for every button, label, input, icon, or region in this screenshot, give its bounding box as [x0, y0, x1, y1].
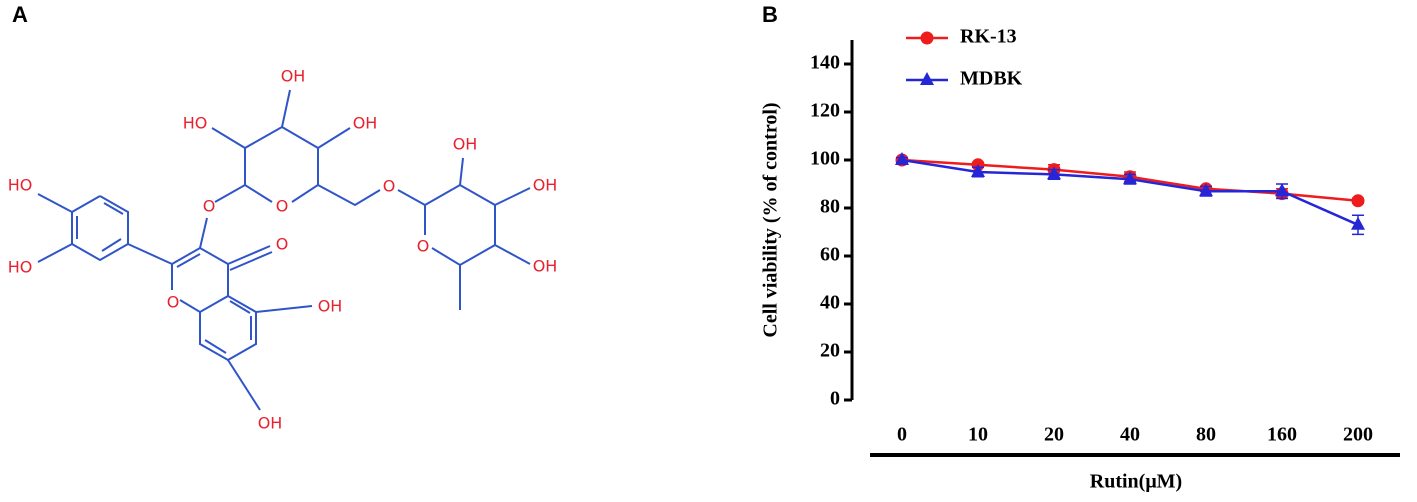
- structure-atoms: HO HO O O O OH OH HO OH OH O O OH OH OH …: [8, 67, 558, 433]
- atom-label: O: [203, 197, 216, 216]
- legend-marker: [920, 31, 934, 45]
- x-tick-label: 80: [1196, 424, 1216, 446]
- y-axis-label: Cell viability (% of control): [760, 102, 782, 337]
- x-tick-label: 160: [1267, 424, 1297, 446]
- y-tick-label: 40: [820, 292, 840, 314]
- x-axis-label: Rutin(μM): [1090, 471, 1182, 493]
- marker: [1351, 194, 1365, 208]
- y-tick-label: 140: [810, 52, 840, 74]
- legend-marker: [920, 72, 934, 85]
- atom-label: OH: [258, 414, 283, 433]
- x-tick-label: 200: [1343, 424, 1373, 446]
- atom-label: OH: [533, 257, 558, 276]
- marker: [971, 164, 985, 177]
- marker: [895, 152, 909, 165]
- atom-label: HO: [8, 176, 33, 195]
- atom-label: OH: [281, 67, 306, 86]
- atom-label: OH: [353, 114, 378, 133]
- marker: [1123, 171, 1137, 185]
- legend-label: RK-13: [960, 26, 1017, 48]
- y-tick-label: 0: [830, 388, 840, 410]
- marker: [1199, 183, 1213, 197]
- marker: [1275, 183, 1289, 197]
- atom-label: HO: [183, 114, 208, 133]
- y-tick-label: 80: [820, 196, 840, 218]
- atom-label: O: [167, 293, 180, 312]
- marker: [1351, 216, 1365, 230]
- atom-label: O: [276, 235, 289, 254]
- marker: [1047, 166, 1061, 180]
- x-tick-label: 40: [1120, 424, 1140, 446]
- series-line: [901, 158, 1359, 226]
- y-tick-label: 100: [810, 148, 840, 170]
- panel-label: A: [12, 2, 28, 27]
- structure-bonds: [37, 89, 531, 411]
- atom-label: O: [383, 177, 396, 196]
- x-tick-label: 20: [1044, 424, 1064, 446]
- atom-label: OH: [318, 297, 343, 316]
- panel-label: B: [762, 2, 778, 27]
- atom-label: HO: [8, 258, 33, 277]
- y-tick-label: 60: [820, 244, 840, 266]
- atom-label: O: [276, 197, 289, 216]
- y-tick-label: 20: [820, 340, 840, 362]
- y-tick-label: 120: [810, 100, 840, 122]
- atom-label: OH: [453, 135, 478, 154]
- atom-label: OH: [533, 176, 558, 195]
- x-tick-label: 0: [897, 424, 907, 446]
- x-tick-label: 10: [968, 424, 988, 446]
- atom-label: O: [417, 237, 430, 256]
- legend-label: MDBK: [960, 68, 1023, 90]
